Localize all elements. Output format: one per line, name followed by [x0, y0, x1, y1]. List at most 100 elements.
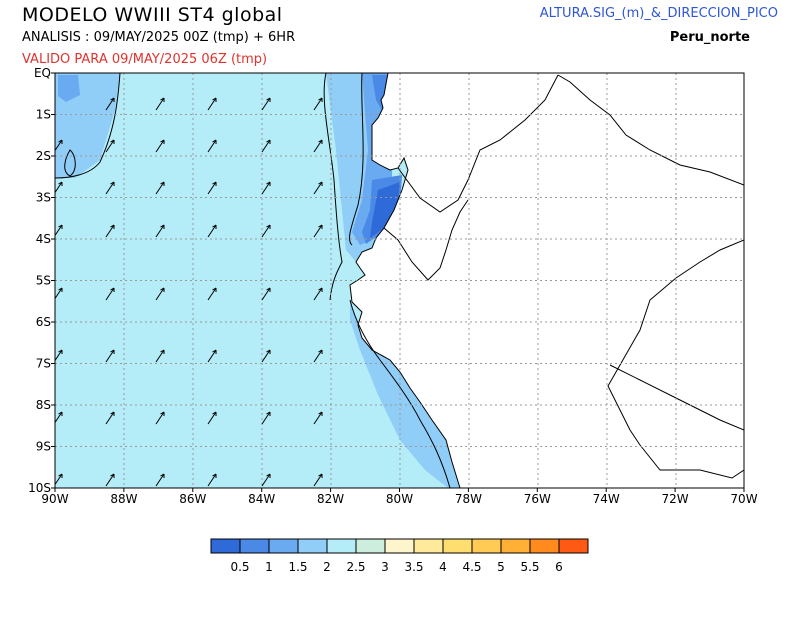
colorbar-label: 4 [439, 560, 447, 574]
colorbar-swatch [471, 538, 502, 554]
colorbar-swatch [210, 538, 241, 554]
wave-arrow [207, 349, 217, 363]
wave-arrow [313, 287, 323, 301]
lon-label: 88W [110, 492, 137, 506]
wave-arrow [207, 139, 217, 153]
wave-arrow [207, 411, 217, 425]
colorbar-swatch [500, 538, 531, 554]
wave-band-2m-south [350, 300, 460, 488]
country-borders [383, 74, 744, 479]
colorbar-label: 2.5 [346, 560, 365, 574]
colorbar-swatch [558, 538, 589, 554]
wave-arrow [155, 473, 165, 487]
wave-arrow [207, 287, 217, 301]
wave-arrow [261, 224, 271, 238]
lat-label: 6S [36, 315, 51, 329]
wave-arrow [207, 97, 217, 111]
wave-arrow [105, 473, 115, 487]
wave-arrow [155, 224, 165, 238]
colorbar-label: 4.5 [462, 560, 481, 574]
wave-arrow [261, 287, 271, 301]
colorbar [210, 538, 589, 554]
wave-arrow [105, 224, 115, 238]
lat-label: 5S [36, 274, 51, 288]
colorbar-swatch [326, 538, 357, 554]
wave-arrow [155, 181, 165, 195]
lon-label: 72W [662, 492, 689, 506]
wave-arrow [313, 224, 323, 238]
colorbar-label: 3.5 [404, 560, 423, 574]
border-colombia [557, 74, 744, 186]
wave-arrow [207, 224, 217, 238]
contour-coast-outer [323, 73, 343, 301]
wave-arrow [313, 97, 323, 111]
grid [55, 73, 744, 488]
wave-arrow [105, 139, 115, 153]
wave-arrow [105, 181, 115, 195]
lat-label: 1S [36, 108, 51, 122]
colorbar-swatch [239, 538, 270, 554]
contour-island [64, 149, 76, 177]
latitude-axis: EQ 1S 2S 3S 4S 5S 6S 7S 8S 9S 10S [28, 66, 55, 495]
lat-label: 10S [28, 481, 51, 495]
lat-label: EQ [34, 66, 51, 80]
lat-label: 3S [36, 191, 51, 205]
wave-arrow [155, 287, 165, 301]
wave-arrow [155, 139, 165, 153]
colorbar-label: 1.5 [288, 560, 307, 574]
colorbar-label: 2 [323, 560, 331, 574]
wave-arrow [261, 411, 271, 425]
lon-label: 80W [386, 492, 413, 506]
colorbar-labels: 0.5 1 1.5 2 2.5 3 3.5 4 4.5 5 5.5 6 [230, 560, 562, 574]
wave-arrow [313, 181, 323, 195]
lat-label: 7S [36, 357, 51, 371]
colorbar-swatch [442, 538, 473, 554]
longitude-axis: 90W 88W 86W 84W 82W 80W 78W 76W 74W 72W 70W [41, 488, 758, 506]
analysis-time: ANALISIS : 09/MAY/2025 00Z (tmp) + 6HR [22, 30, 296, 45]
wave-arrow [207, 181, 217, 195]
lat-label: 4S [36, 232, 51, 246]
colorbar-label: 6 [555, 560, 563, 574]
region-label: Peru_norte [669, 30, 750, 45]
colorbar-swatch [268, 538, 299, 554]
lon-label: 70W [730, 492, 757, 506]
colorbar-label: 0.5 [230, 560, 249, 574]
colorbar-swatch [355, 538, 386, 554]
wave-arrow [155, 411, 165, 425]
map-title: MODELO WWIII ST4 global [22, 4, 283, 26]
lon-label: 82W [317, 492, 344, 506]
wave-arrow [313, 473, 323, 487]
wave-arrow [105, 349, 115, 363]
wave-arrow [155, 349, 165, 363]
colorbar-swatch [529, 538, 560, 554]
colorbar-swatch [297, 538, 328, 554]
wave-arrow [261, 97, 271, 111]
lat-label: 8S [36, 398, 51, 412]
wave-arrow [261, 181, 271, 195]
wave-arrow [261, 139, 271, 153]
valid-time: VALIDO PARA 09/MAY/2025 06Z (tmp) [22, 52, 268, 67]
lon-label: 90W [41, 492, 68, 506]
contour-north [55, 73, 121, 179]
border-ecuador-peru-south [383, 199, 469, 281]
wave-arrow [105, 411, 115, 425]
wave-band-0_5m [370, 182, 400, 238]
colorbar-label: 5 [497, 560, 505, 574]
lon-label: 74W [593, 492, 620, 506]
border-brazil [607, 239, 744, 479]
colorbar-label: 3 [381, 560, 389, 574]
wave-arrow [207, 473, 217, 487]
wave-arrow [261, 473, 271, 487]
border-ecuador-peru [397, 74, 559, 213]
lon-label: 86W [179, 492, 206, 506]
wave-arrow [105, 287, 115, 301]
wave-arrow [261, 349, 271, 363]
lat-label: 2S [36, 149, 51, 163]
colorbar-swatch [384, 538, 415, 554]
contour-coast-inner [349, 73, 364, 246]
contour-south [349, 299, 451, 488]
colorbar-label: 5.5 [520, 560, 539, 574]
lon-label: 78W [455, 492, 482, 506]
wave-band-1_5m [58, 75, 80, 102]
wave-arrow [105, 97, 115, 111]
